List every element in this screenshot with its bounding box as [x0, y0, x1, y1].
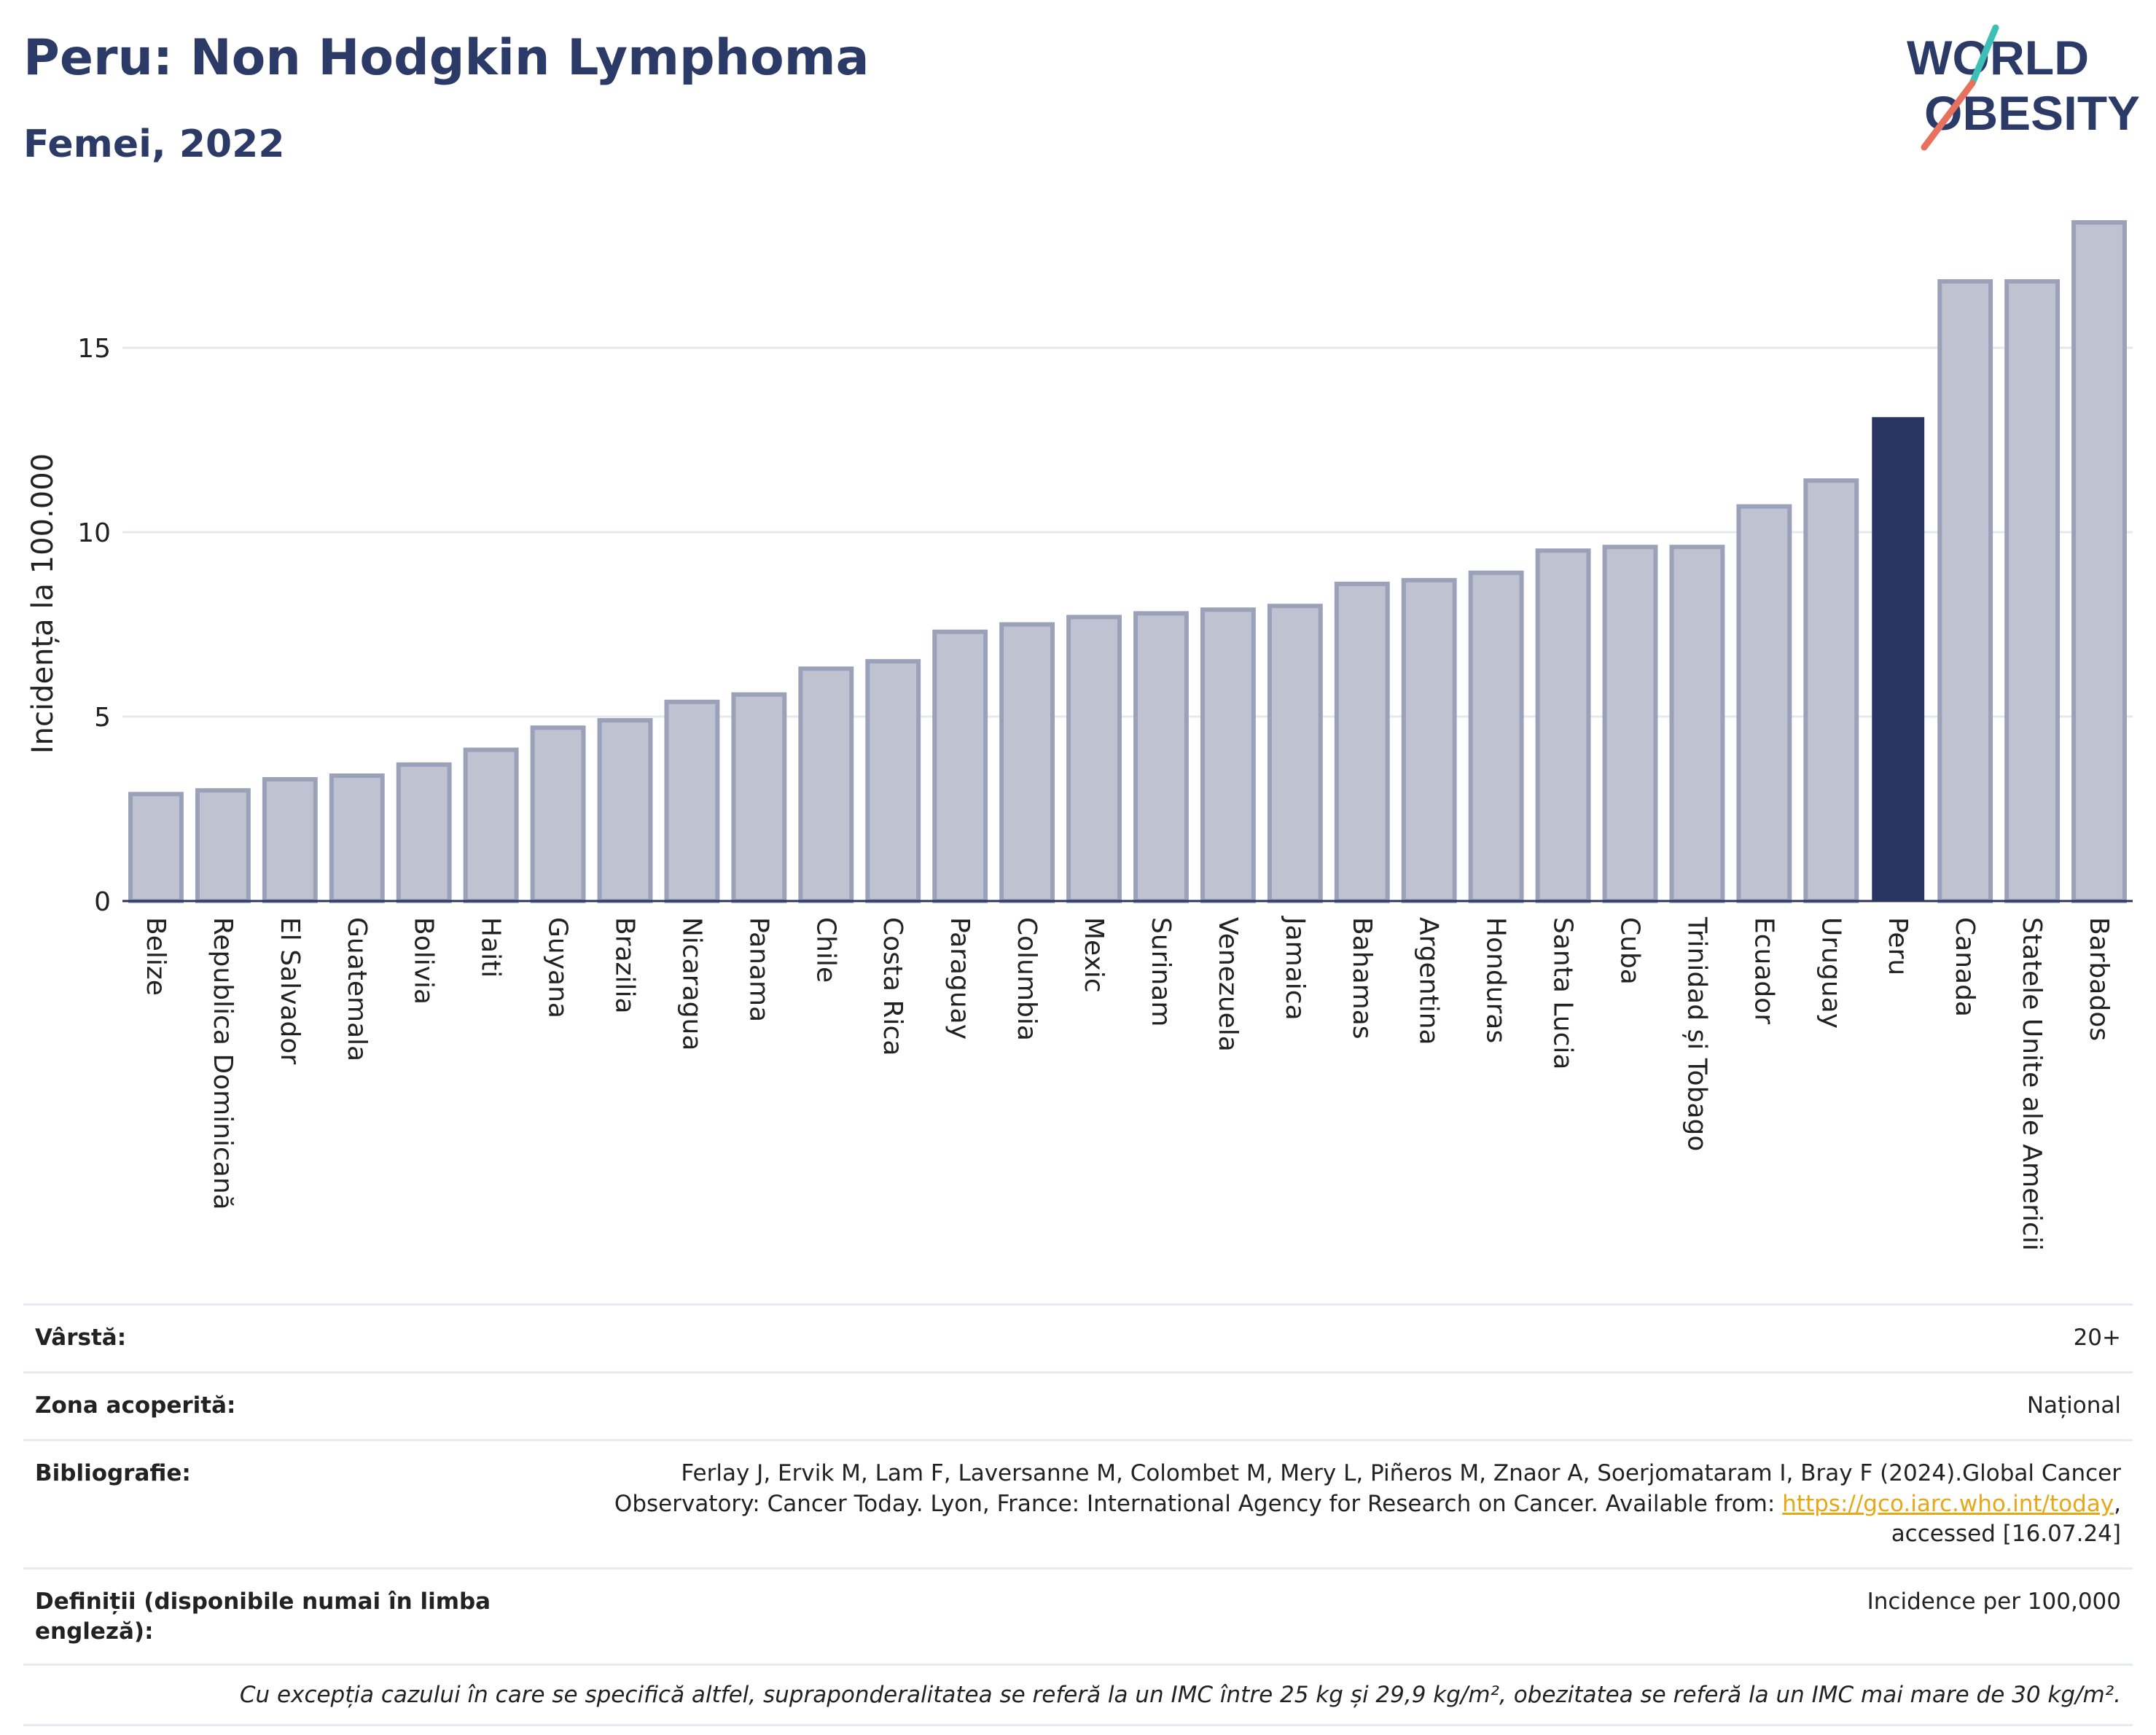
- x-tick-label: Columbia: [1012, 917, 1042, 1041]
- world-obesity-logo: WORLD OBESITY: [1907, 24, 2140, 151]
- bar-costa-rica: [865, 659, 921, 903]
- metadata-table: Vârstă: 20+ Zona acoperită: Național Bib…: [23, 1303, 2133, 1726]
- meta-biblio-label: Bibliografie:: [35, 1459, 191, 1486]
- x-tick-label: Surinam: [1146, 917, 1176, 1026]
- x-tick-label: Uruguay: [1816, 917, 1846, 1029]
- x-tick-label: Brazilia: [610, 917, 640, 1014]
- meta-row-area: Zona acoperită: Național: [23, 1371, 2133, 1439]
- x-tick-label: Chile: [811, 917, 840, 983]
- bar-bolivia: [396, 762, 452, 904]
- biblio-text: Ferlay J, Ervik M, Lam F, Laversanne M, …: [614, 1459, 2121, 1517]
- bar-chile: [798, 666, 854, 903]
- x-tick-label: El Salvador: [275, 917, 305, 1064]
- bar-statele-unite-ale-americii: [2004, 279, 2061, 903]
- bar-trinidad-i-tobago: [1669, 545, 1725, 903]
- meta-footnote: Cu excepția cazului în care se specifică…: [23, 1663, 2133, 1726]
- bar-peru: [1872, 417, 1925, 902]
- bar-el-salvador: [262, 777, 318, 903]
- page-title: Peru: Non Hodgkin Lymphoma: [23, 29, 870, 87]
- x-tick-label: Ecuador: [1749, 917, 1778, 1024]
- y-axis-label: Incidența la 100.000: [26, 453, 60, 754]
- bar-panama: [731, 692, 787, 904]
- meta-row-age: Vârstă: 20+: [23, 1303, 2133, 1371]
- bar-bahamas: [1334, 581, 1390, 903]
- bar-venezuela: [1200, 607, 1256, 903]
- bar-nicaragua: [664, 699, 720, 903]
- x-tick-label: Republica Dominicană: [208, 917, 238, 1210]
- x-tick-label: Peru: [1883, 917, 1913, 975]
- meta-defs-value: Incidence per 100,000: [1867, 1588, 2121, 1615]
- meta-biblio-value: Ferlay J, Ervik M, Lam F, Laversanne M, …: [590, 1459, 2121, 1551]
- meta-row-bibliography: Bibliografie: Ferlay J, Ervik M, Lam F, …: [23, 1438, 2133, 1568]
- x-tick-label: Trinidad și Tobago: [1682, 916, 1711, 1151]
- x-tick-label: Haiti: [476, 917, 506, 978]
- x-tick-label: Jamaica: [1280, 916, 1310, 1021]
- bar-paraguay: [932, 629, 988, 904]
- x-tick-label: Barbados: [2084, 917, 2114, 1041]
- bar-chart: 0 5 10 15 Belize Republica Dominicană El Salva…: [26, 220, 2133, 1251]
- x-tick-label: Belize: [141, 917, 171, 996]
- logo-line-1: WORLD: [1907, 31, 2089, 85]
- x-tick-label: Guatemala: [342, 917, 372, 1061]
- meta-age-label: Vârstă:: [35, 1325, 127, 1351]
- bar-barbados: [2071, 220, 2127, 903]
- bar-republica-dominican-: [195, 788, 251, 903]
- bar-uruguay: [1803, 478, 1859, 903]
- bar-guatemala: [329, 773, 385, 904]
- x-tick-label: Cuba: [1615, 917, 1645, 985]
- meta-area-label: Zona acoperită:: [35, 1392, 236, 1419]
- x-tick-label: Bolivia: [409, 917, 439, 1005]
- bar-guyana: [530, 725, 586, 903]
- meta-defs-label: Definiții (disponibile numai în limba en…: [35, 1588, 491, 1645]
- bar-columbia: [999, 622, 1055, 903]
- y-tick-label: 0: [94, 887, 111, 917]
- x-tick-label: Argentina: [1414, 917, 1444, 1045]
- axes: 0 5 10 15 Belize Republica Dominicană El Salva…: [77, 334, 2133, 1251]
- biblio-tail: , accessed [16.07.24]: [1891, 1490, 2121, 1548]
- meta-age-value: 20+: [2073, 1325, 2121, 1351]
- x-tick-label: Panama: [743, 917, 773, 1022]
- bar-belize: [128, 792, 184, 903]
- meta-row-definitions: Definiții (disponibile numai în limba en…: [23, 1567, 2133, 1664]
- x-tick-label: Bahamas: [1347, 917, 1377, 1040]
- y-tick-label: 10: [77, 518, 111, 548]
- meta-area-value: Național: [2026, 1392, 2121, 1419]
- bar-mexic: [1066, 615, 1122, 903]
- x-tick-label: Statele Unite ale Americii: [2017, 917, 2047, 1251]
- y-tick-label: 15: [77, 334, 111, 364]
- bar-surinam: [1133, 611, 1189, 904]
- x-tick-label: Mexic: [1079, 917, 1109, 993]
- bar-argentina: [1401, 577, 1457, 903]
- x-tick-label: Nicaragua: [676, 917, 706, 1050]
- bar-honduras: [1468, 570, 1524, 904]
- bar-ecuador: [1736, 504, 1792, 903]
- x-tick-label: Venezuela: [1213, 917, 1243, 1052]
- logo-slash-coral: [1921, 79, 1976, 151]
- y-tick-label: 5: [94, 703, 111, 733]
- bar-cuba: [1602, 545, 1658, 903]
- page-subtitle: Femei, 2022: [23, 122, 285, 166]
- x-tick-label: Canada: [1950, 917, 1980, 1017]
- bar-canada: [1937, 279, 1993, 903]
- bar-haiti: [463, 747, 519, 903]
- bar-jamaica: [1267, 604, 1323, 903]
- x-tick-label: Guyana: [543, 917, 573, 1018]
- x-tick-label: Honduras: [1481, 917, 1511, 1043]
- x-tick-label: Santa Lucia: [1548, 917, 1578, 1069]
- grid-lines: [122, 346, 2133, 718]
- biblio-link[interactable]: https://gco.iarc.who.int/today: [1782, 1490, 2114, 1517]
- x-tick-label: Costa Rica: [878, 917, 907, 1056]
- bars: [128, 220, 2127, 904]
- bar-brazilia: [597, 718, 653, 903]
- bar-santa-lucia: [1535, 548, 1591, 904]
- logo-slash-teal: [1969, 24, 1999, 87]
- x-tick-label: Paraguay: [945, 917, 975, 1040]
